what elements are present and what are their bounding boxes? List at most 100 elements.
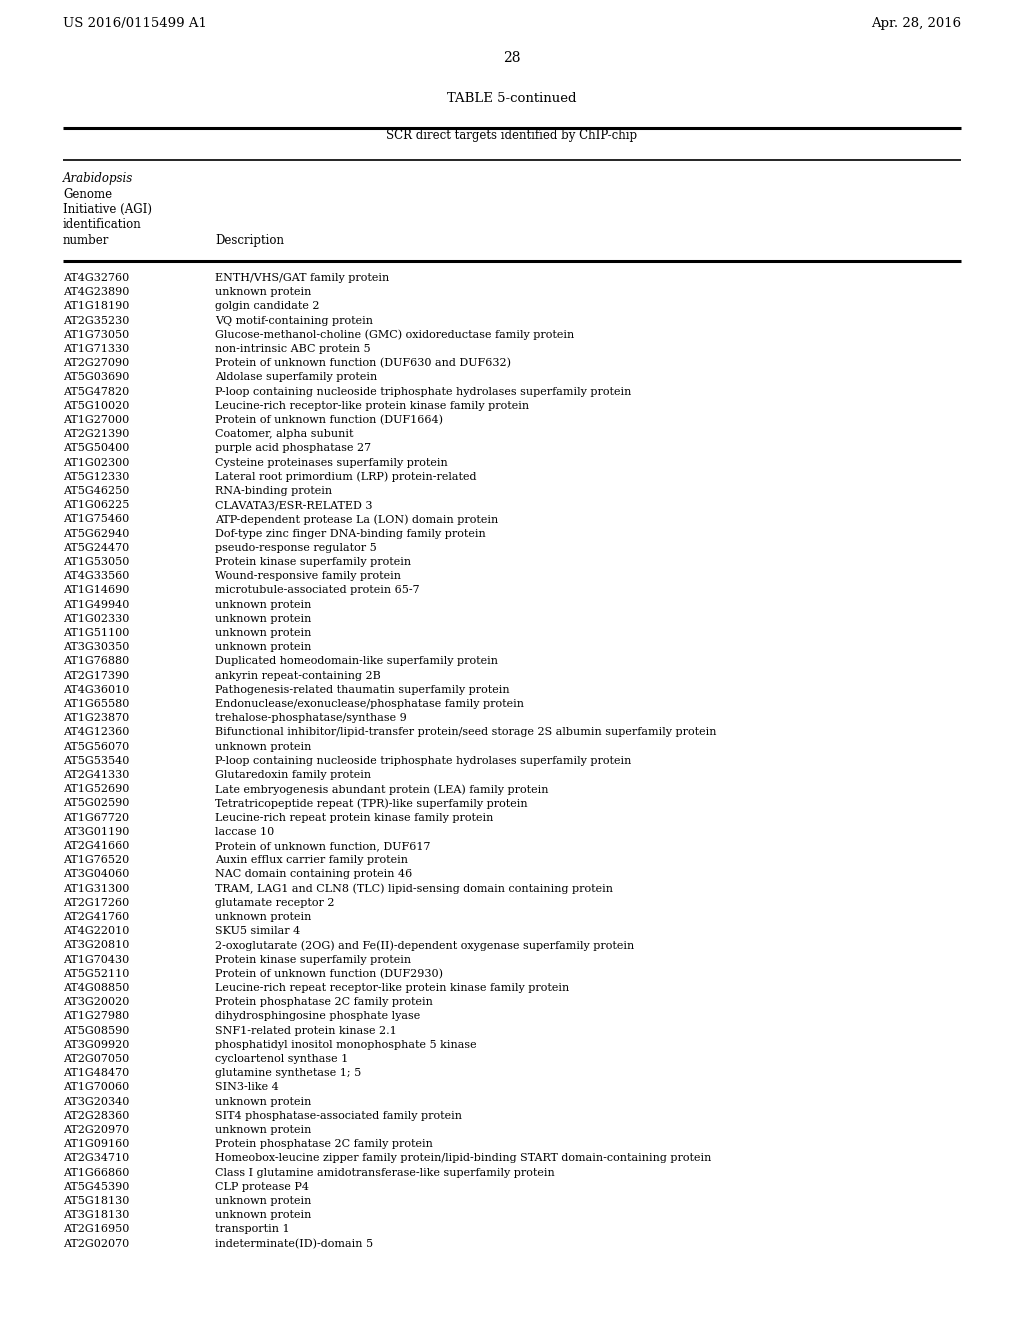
Text: AT5G50400: AT5G50400: [63, 444, 129, 453]
Text: AT5G56070: AT5G56070: [63, 742, 129, 751]
Text: US 2016/0115499 A1: US 2016/0115499 A1: [63, 17, 207, 30]
Text: AT1G48470: AT1G48470: [63, 1068, 129, 1078]
Text: AT5G18130: AT5G18130: [63, 1196, 129, 1206]
Text: AT5G52110: AT5G52110: [63, 969, 129, 979]
Text: Protein phosphatase 2C family protein: Protein phosphatase 2C family protein: [215, 1139, 433, 1150]
Text: pseudo-response regulator 5: pseudo-response regulator 5: [215, 543, 377, 553]
Text: Protein kinase superfamily protein: Protein kinase superfamily protein: [215, 557, 411, 568]
Text: ATP-dependent protease La (LON) domain protein: ATP-dependent protease La (LON) domain p…: [215, 515, 499, 525]
Text: AT5G62940: AT5G62940: [63, 528, 129, 539]
Text: AT2G41760: AT2G41760: [63, 912, 129, 921]
Text: Glucose-methanol-choline (GMC) oxidoreductase family protein: Glucose-methanol-choline (GMC) oxidoredu…: [215, 330, 574, 341]
Text: AT2G17260: AT2G17260: [63, 898, 129, 908]
Text: AT2G16950: AT2G16950: [63, 1225, 129, 1234]
Text: purple acid phosphatase 27: purple acid phosphatase 27: [215, 444, 371, 453]
Text: Late embryogenesis abundant protein (LEA) family protein: Late embryogenesis abundant protein (LEA…: [215, 784, 549, 795]
Text: VQ motif-containing protein: VQ motif-containing protein: [215, 315, 373, 326]
Text: AT2G28360: AT2G28360: [63, 1111, 129, 1121]
Text: Glutaredoxin family protein: Glutaredoxin family protein: [215, 770, 371, 780]
Text: AT2G17390: AT2G17390: [63, 671, 129, 681]
Text: Dof-type zinc finger DNA-binding family protein: Dof-type zinc finger DNA-binding family …: [215, 528, 485, 539]
Text: AT1G51100: AT1G51100: [63, 628, 129, 638]
Text: Endonuclease/exonuclease/phosphatase family protein: Endonuclease/exonuclease/phosphatase fam…: [215, 700, 524, 709]
Text: SIT4 phosphatase-associated family protein: SIT4 phosphatase-associated family prote…: [215, 1111, 462, 1121]
Text: CLP protease P4: CLP protease P4: [215, 1181, 309, 1192]
Text: AT1G18190: AT1G18190: [63, 301, 129, 312]
Text: AT5G45390: AT5G45390: [63, 1181, 129, 1192]
Text: SCR direct targets identified by ChIP-chip: SCR direct targets identified by ChIP-ch…: [386, 129, 638, 143]
Text: AT1G23870: AT1G23870: [63, 713, 129, 723]
Text: AT3G20810: AT3G20810: [63, 940, 129, 950]
Text: indeterminate(ID)-domain 5: indeterminate(ID)-domain 5: [215, 1238, 373, 1249]
Text: Cysteine proteinases superfamily protein: Cysteine proteinases superfamily protein: [215, 458, 447, 467]
Text: AT5G53540: AT5G53540: [63, 756, 129, 766]
Text: unknown protein: unknown protein: [215, 599, 311, 610]
Text: AT1G53050: AT1G53050: [63, 557, 129, 568]
Text: AT3G20020: AT3G20020: [63, 997, 129, 1007]
Text: Genome: Genome: [63, 187, 112, 201]
Text: AT1G27000: AT1G27000: [63, 414, 129, 425]
Text: Tetratricopeptide repeat (TPR)-like superfamily protein: Tetratricopeptide repeat (TPR)-like supe…: [215, 799, 527, 809]
Text: AT1G75460: AT1G75460: [63, 515, 129, 524]
Text: AT1G73050: AT1G73050: [63, 330, 129, 339]
Text: AT2G35230: AT2G35230: [63, 315, 129, 326]
Text: AT5G03690: AT5G03690: [63, 372, 129, 383]
Text: SIN3-like 4: SIN3-like 4: [215, 1082, 279, 1093]
Text: AT5G02590: AT5G02590: [63, 799, 129, 808]
Text: AT1G70430: AT1G70430: [63, 954, 129, 965]
Text: CLAVATA3/ESR-RELATED 3: CLAVATA3/ESR-RELATED 3: [215, 500, 373, 511]
Text: AT5G12330: AT5G12330: [63, 471, 129, 482]
Text: cycloartenol synthase 1: cycloartenol synthase 1: [215, 1053, 348, 1064]
Text: unknown protein: unknown protein: [215, 614, 311, 624]
Text: glutamine synthetase 1; 5: glutamine synthetase 1; 5: [215, 1068, 361, 1078]
Text: Description: Description: [215, 234, 284, 247]
Text: glutamate receptor 2: glutamate receptor 2: [215, 898, 335, 908]
Text: dihydrosphingosine phosphate lyase: dihydrosphingosine phosphate lyase: [215, 1011, 420, 1022]
Text: unknown protein: unknown protein: [215, 742, 311, 751]
Text: unknown protein: unknown protein: [215, 1097, 311, 1106]
Text: AT5G46250: AT5G46250: [63, 486, 129, 496]
Text: SNF1-related protein kinase 2.1: SNF1-related protein kinase 2.1: [215, 1026, 396, 1036]
Text: Leucine-rich repeat protein kinase family protein: Leucine-rich repeat protein kinase famil…: [215, 813, 494, 822]
Text: AT1G02300: AT1G02300: [63, 458, 129, 467]
Text: AT4G22010: AT4G22010: [63, 927, 129, 936]
Text: Leucine-rich repeat receptor-like protein kinase family protein: Leucine-rich repeat receptor-like protei…: [215, 983, 569, 993]
Text: Aldolase superfamily protein: Aldolase superfamily protein: [215, 372, 377, 383]
Text: P-loop containing nucleoside triphosphate hydrolases superfamily protein: P-loop containing nucleoside triphosphat…: [215, 387, 632, 396]
Text: NAC domain containing protein 46: NAC domain containing protein 46: [215, 870, 413, 879]
Text: AT1G67720: AT1G67720: [63, 813, 129, 822]
Text: AT4G33560: AT4G33560: [63, 572, 129, 581]
Text: AT2G02070: AT2G02070: [63, 1238, 129, 1249]
Text: AT2G41660: AT2G41660: [63, 841, 129, 851]
Text: AT1G06225: AT1G06225: [63, 500, 129, 511]
Text: number: number: [63, 234, 110, 247]
Text: AT4G32760: AT4G32760: [63, 273, 129, 282]
Text: AT5G24470: AT5G24470: [63, 543, 129, 553]
Text: unknown protein: unknown protein: [215, 1125, 311, 1135]
Text: AT1G02330: AT1G02330: [63, 614, 129, 624]
Text: Initiative (AGI): Initiative (AGI): [63, 203, 152, 216]
Text: Auxin efflux carrier family protein: Auxin efflux carrier family protein: [215, 855, 408, 865]
Text: Class I glutamine amidotransferase-like superfamily protein: Class I glutamine amidotransferase-like …: [215, 1168, 555, 1177]
Text: AT3G30350: AT3G30350: [63, 643, 129, 652]
Text: SKU5 similar 4: SKU5 similar 4: [215, 927, 300, 936]
Text: Homeobox-leucine zipper family protein/lipid-binding START domain-containing pro: Homeobox-leucine zipper family protein/l…: [215, 1154, 712, 1163]
Text: unknown protein: unknown protein: [215, 1196, 311, 1206]
Text: AT1G31300: AT1G31300: [63, 883, 129, 894]
Text: Wound-responsive family protein: Wound-responsive family protein: [215, 572, 401, 581]
Text: unknown protein: unknown protein: [215, 912, 311, 921]
Text: Duplicated homeodomain-like superfamily protein: Duplicated homeodomain-like superfamily …: [215, 656, 498, 667]
Text: Lateral root primordium (LRP) protein-related: Lateral root primordium (LRP) protein-re…: [215, 471, 476, 482]
Text: AT5G47820: AT5G47820: [63, 387, 129, 396]
Text: phosphatidyl inositol monophosphate 5 kinase: phosphatidyl inositol monophosphate 5 ki…: [215, 1040, 476, 1049]
Text: AT1G49940: AT1G49940: [63, 599, 129, 610]
Text: RNA-binding protein: RNA-binding protein: [215, 486, 332, 496]
Text: TRAM, LAG1 and CLN8 (TLC) lipid-sensing domain containing protein: TRAM, LAG1 and CLN8 (TLC) lipid-sensing …: [215, 883, 613, 894]
Text: unknown protein: unknown protein: [215, 643, 311, 652]
Text: AT2G20970: AT2G20970: [63, 1125, 129, 1135]
Text: Bifunctional inhibitor/lipid-transfer protein/seed storage 2S albumin superfamil: Bifunctional inhibitor/lipid-transfer pr…: [215, 727, 717, 738]
Text: Leucine-rich receptor-like protein kinase family protein: Leucine-rich receptor-like protein kinas…: [215, 401, 529, 411]
Text: AT5G08590: AT5G08590: [63, 1026, 129, 1036]
Text: AT1G09160: AT1G09160: [63, 1139, 129, 1150]
Text: AT3G04060: AT3G04060: [63, 870, 129, 879]
